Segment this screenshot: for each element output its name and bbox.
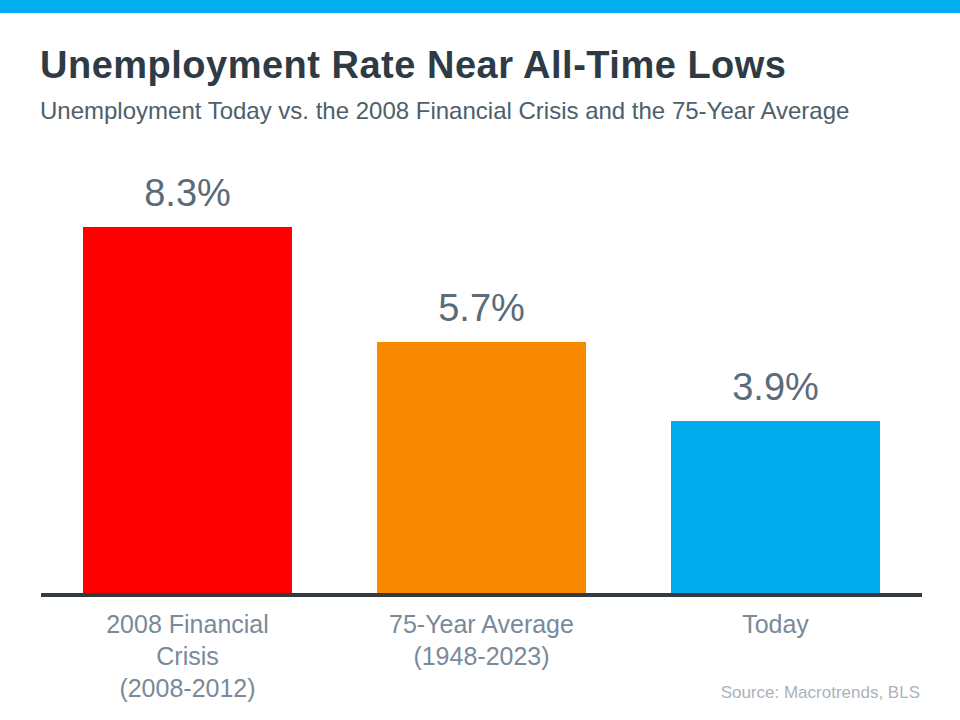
bar-chart: 8.3% 5.7% 3.9% [0, 140, 960, 593]
bar-value-label: 8.3% [144, 172, 231, 215]
slide-page: Unemployment Rate Near All-Time Lows Une… [0, 0, 960, 720]
bar-value-label: 5.7% [438, 287, 525, 330]
x-axis-line [41, 593, 922, 597]
category-label-line: (1948-2023) [377, 640, 586, 672]
bar-2008-crisis [83, 227, 292, 593]
category-label-line: (2008-2012) [83, 672, 292, 704]
bar-75yr-average [377, 342, 586, 593]
bar-group-2008-crisis: 8.3% [83, 172, 292, 593]
source-credit: Source: Macrotrends, BLS [721, 683, 920, 703]
category-label-2008-crisis: 2008 Financial Crisis (2008-2012) [83, 608, 292, 704]
bar-group-75yr-average: 5.7% [377, 287, 586, 593]
category-label-line: Today [671, 608, 880, 640]
top-accent-bar [0, 0, 960, 13]
category-label-line: 2008 Financial Crisis [83, 608, 292, 672]
bar-today [671, 421, 880, 593]
page-subtitle: Unemployment Today vs. the 2008 Financia… [40, 97, 849, 125]
bar-value-label: 3.9% [732, 366, 819, 409]
bar-group-today: 3.9% [671, 366, 880, 593]
category-label-line: 75-Year Average [377, 608, 586, 640]
category-label-75yr-average: 75-Year Average (1948-2023) [377, 608, 586, 704]
page-title: Unemployment Rate Near All-Time Lows [40, 44, 787, 87]
